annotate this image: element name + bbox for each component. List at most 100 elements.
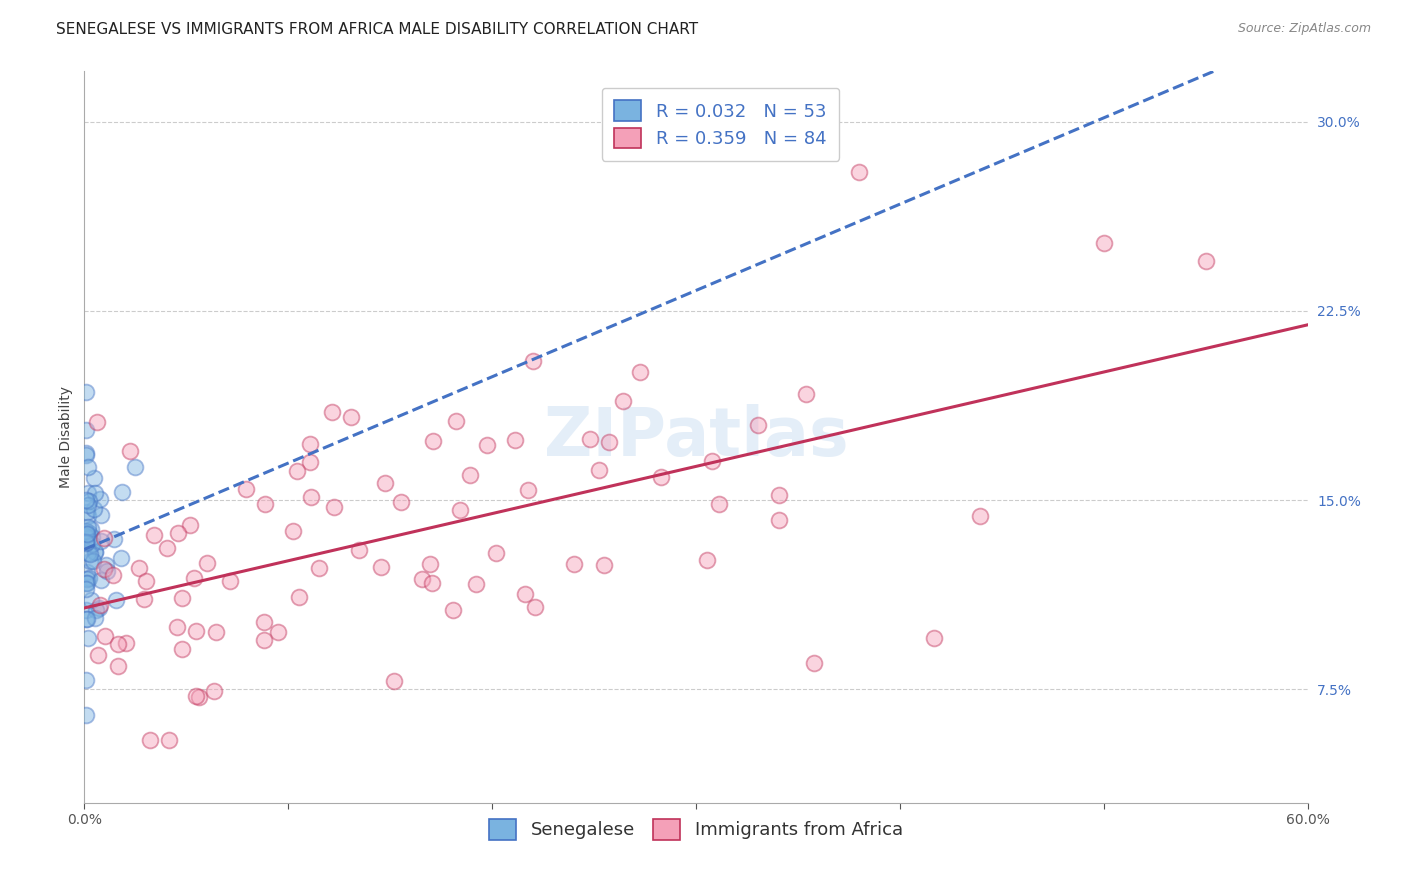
Point bbox=[76, 612, 98, 626]
Point bbox=[186, 689, 208, 703]
Point bbox=[83, 611, 105, 625]
Point bbox=[503, 433, 526, 447]
Point bbox=[79, 554, 101, 568]
Text: ZIPatlas: ZIPatlas bbox=[544, 404, 848, 470]
Point bbox=[75, 524, 97, 539]
Point bbox=[768, 488, 790, 502]
Point bbox=[444, 414, 467, 428]
Point bbox=[593, 558, 616, 572]
Text: SENEGALESE VS IMMIGRANTS FROM AFRICA MALE DISABILITY CORRELATION CHART: SENEGALESE VS IMMIGRANTS FROM AFRICA MAL… bbox=[56, 22, 699, 37]
Point bbox=[93, 562, 115, 576]
Point bbox=[89, 491, 111, 506]
Point bbox=[75, 446, 97, 460]
Point bbox=[84, 486, 107, 500]
Point bbox=[80, 530, 103, 544]
Point bbox=[75, 535, 97, 549]
Point bbox=[90, 534, 112, 549]
Point bbox=[650, 470, 672, 484]
Point bbox=[922, 631, 945, 645]
Point bbox=[707, 497, 730, 511]
Point bbox=[76, 505, 98, 519]
Point bbox=[75, 707, 97, 722]
Point bbox=[266, 624, 288, 639]
Point bbox=[105, 592, 128, 607]
Point bbox=[142, 528, 165, 542]
Point bbox=[1092, 235, 1115, 250]
Point bbox=[485, 546, 508, 560]
Point bbox=[80, 592, 103, 607]
Point bbox=[120, 444, 142, 458]
Point bbox=[562, 557, 585, 571]
Point bbox=[75, 576, 97, 591]
Point bbox=[187, 690, 209, 705]
Point bbox=[464, 577, 486, 591]
Point bbox=[449, 503, 471, 517]
Point bbox=[83, 471, 105, 485]
Point bbox=[80, 522, 103, 536]
Point bbox=[253, 497, 276, 511]
Point bbox=[166, 620, 188, 634]
Point bbox=[322, 500, 344, 514]
Point bbox=[374, 476, 396, 491]
Point bbox=[93, 531, 115, 545]
Point bbox=[77, 531, 100, 545]
Point bbox=[515, 587, 537, 601]
Point bbox=[76, 565, 98, 579]
Point bbox=[443, 603, 465, 617]
Point bbox=[87, 648, 110, 662]
Point bbox=[170, 641, 193, 656]
Point bbox=[77, 493, 100, 508]
Point bbox=[420, 576, 443, 591]
Point bbox=[138, 732, 160, 747]
Point bbox=[115, 636, 138, 650]
Point bbox=[218, 574, 240, 589]
Point bbox=[969, 508, 991, 523]
Point bbox=[598, 435, 620, 450]
Point bbox=[80, 537, 103, 551]
Point bbox=[82, 554, 104, 568]
Point bbox=[768, 513, 790, 527]
Point bbox=[253, 632, 276, 647]
Point bbox=[287, 590, 309, 604]
Point bbox=[77, 486, 100, 500]
Point bbox=[75, 448, 97, 462]
Point bbox=[628, 365, 651, 379]
Point bbox=[75, 384, 97, 399]
Point bbox=[128, 560, 150, 574]
Point bbox=[794, 387, 817, 401]
Point bbox=[84, 544, 107, 558]
Point bbox=[111, 485, 134, 500]
Point bbox=[347, 542, 370, 557]
Point bbox=[84, 603, 107, 617]
Point bbox=[700, 453, 723, 467]
Point bbox=[588, 463, 610, 477]
Point bbox=[76, 519, 98, 533]
Point bbox=[89, 598, 111, 612]
Point bbox=[340, 409, 363, 424]
Point bbox=[132, 592, 155, 607]
Point bbox=[308, 561, 330, 575]
Legend: Senegalese, Immigrants from Africa: Senegalese, Immigrants from Africa bbox=[481, 810, 911, 848]
Point bbox=[205, 624, 228, 639]
Point bbox=[321, 405, 343, 419]
Point bbox=[75, 612, 97, 626]
Point bbox=[84, 545, 107, 559]
Point bbox=[422, 434, 444, 448]
Point bbox=[389, 495, 412, 509]
Point bbox=[83, 501, 105, 516]
Point bbox=[411, 572, 433, 586]
Point bbox=[77, 460, 100, 475]
Point bbox=[183, 571, 205, 585]
Point bbox=[172, 591, 194, 605]
Point bbox=[184, 624, 207, 638]
Point bbox=[76, 527, 98, 541]
Point bbox=[103, 532, 125, 546]
Point bbox=[298, 437, 321, 451]
Point bbox=[124, 460, 146, 475]
Point bbox=[253, 615, 276, 629]
Point bbox=[87, 600, 110, 615]
Point bbox=[382, 674, 405, 689]
Text: Source: ZipAtlas.com: Source: ZipAtlas.com bbox=[1237, 22, 1371, 36]
Point bbox=[75, 536, 97, 550]
Point bbox=[579, 432, 602, 446]
